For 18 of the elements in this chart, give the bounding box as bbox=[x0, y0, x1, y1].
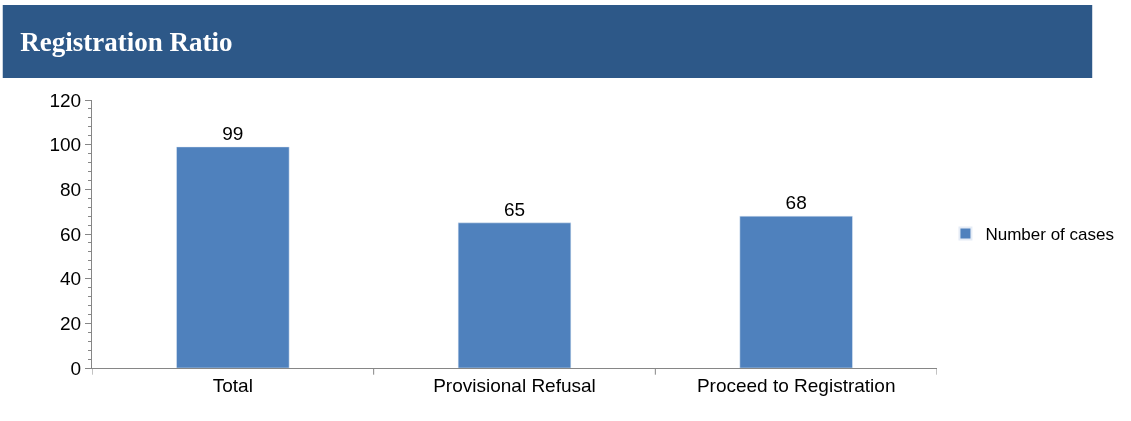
y-tick-label: 100 bbox=[49, 134, 82, 156]
bar bbox=[739, 215, 853, 368]
bar bbox=[176, 146, 290, 368]
y-tick-label: 20 bbox=[60, 312, 82, 334]
x-tick-label: Total bbox=[212, 374, 253, 396]
y-tick-label: 120 bbox=[49, 89, 82, 111]
y-tick-label: 40 bbox=[60, 268, 82, 290]
y-tick-label: 80 bbox=[60, 178, 82, 200]
x-tick-label: Proceed to Registration bbox=[696, 374, 896, 396]
data-label: 68 bbox=[785, 192, 807, 214]
x-tick-label: Provisional Refusal bbox=[433, 374, 596, 396]
y-tick-label: 0 bbox=[70, 357, 82, 379]
y-tick-label: 60 bbox=[60, 223, 82, 245]
chart-title: Registration Ratio bbox=[20, 27, 233, 58]
data-label: 65 bbox=[503, 198, 526, 220]
bar bbox=[457, 222, 572, 368]
data-label: 99 bbox=[222, 122, 244, 144]
legend-label: Number of cases bbox=[985, 225, 1114, 245]
